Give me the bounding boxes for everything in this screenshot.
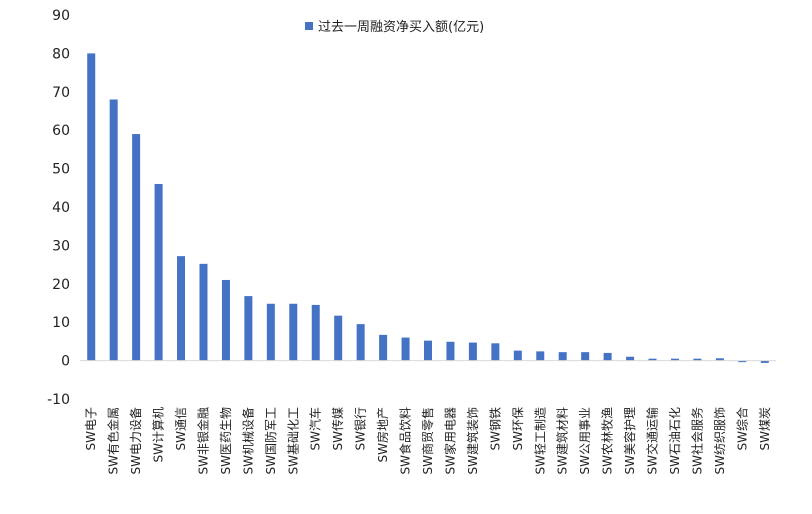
bar [446, 341, 455, 361]
y-tick-label: 20 [52, 277, 70, 293]
x-category-label: SW房地产 [375, 407, 390, 462]
x-category-label: SW煤炭 [758, 407, 772, 450]
bar [513, 350, 522, 361]
bar [468, 342, 477, 361]
bar [356, 324, 365, 361]
x-category-label: SW食品饮料 [398, 407, 413, 474]
bar [603, 352, 612, 361]
bar [558, 352, 567, 361]
y-tick-label: -10 [47, 392, 70, 408]
x-category-label: SW传媒 [330, 407, 345, 450]
bar [311, 304, 320, 361]
x-category-label: SW综合 [734, 407, 749, 450]
x-category-label: SW钢铁 [488, 407, 502, 450]
x-category-label: SW基础化工 [286, 407, 300, 474]
x-category-label: SW有色金属 [106, 407, 121, 474]
bar [154, 183, 163, 361]
x-category-label: SW商贸零售 [420, 407, 435, 474]
bar [379, 334, 388, 361]
x-category-label: SW机械设备 [240, 407, 255, 474]
bar [670, 358, 679, 361]
x-category-label: SW建筑材料 [555, 407, 570, 474]
y-tick-label: 50 [52, 162, 70, 178]
y-tick-label: 30 [52, 238, 70, 254]
bar [199, 263, 208, 361]
x-category-label: SW电力设备 [129, 407, 143, 474]
x-category-label: SW轻工制造 [533, 407, 547, 474]
y-tick-label: 0 [61, 354, 70, 370]
x-category-label: SW环保 [511, 407, 525, 450]
y-tick-label: 10 [52, 315, 70, 331]
bars [87, 53, 769, 363]
x-category-label: SW计算机 [151, 407, 166, 462]
x-category-label: SW公用事业 [578, 407, 592, 474]
bar [760, 360, 769, 363]
y-tick-label: 90 [52, 8, 70, 24]
bar [738, 360, 747, 363]
x-category-label: SW社会服务 [689, 407, 704, 474]
x-category-label: SW石油石化 [668, 407, 682, 474]
bar [693, 358, 702, 361]
bar [221, 279, 230, 361]
bar [581, 352, 590, 361]
x-category-label: SW通信 [174, 407, 188, 450]
bar [109, 99, 118, 361]
bar [648, 358, 657, 361]
bar [401, 337, 410, 361]
x-category-label: SW纺织服饰 [713, 407, 727, 474]
bar [536, 351, 545, 361]
bar [424, 340, 432, 361]
bar [334, 315, 343, 361]
y-tick-label: 60 [52, 123, 70, 139]
x-category-label: SW美容护理 [622, 407, 637, 474]
legend: 过去一周融资净买入额(亿元) [305, 20, 484, 35]
bar [244, 296, 253, 361]
x-category-label: SW交通运输 [645, 407, 660, 474]
x-category-label: SW农林牧渔 [601, 407, 615, 474]
bar [715, 358, 724, 361]
x-category-label: SW国防军工 [263, 407, 278, 474]
x-category-label: SW家用电器 [442, 407, 457, 474]
legend-label: 过去一周融资净买入额(亿元) [318, 20, 484, 35]
legend-swatch [305, 22, 313, 30]
x-category-label: SW电子 [84, 407, 98, 450]
x-category-label: SW建筑装饰 [465, 407, 480, 474]
bar [626, 356, 635, 361]
y-tick-label: 80 [52, 46, 70, 62]
bar [87, 53, 96, 361]
x-category-label: SW医药生物 [219, 407, 233, 474]
bar [289, 303, 298, 361]
x-category-label: SW非银金融 [195, 407, 210, 474]
y-tick-label: 70 [52, 85, 70, 101]
x-axis-labels: SW电子 SW有色金属 SW电力设备 SW计算机 SW通信 SW非银金融 SW医药生物 SW机… [84, 407, 772, 474]
bar [266, 303, 275, 361]
y-tick-label: 40 [52, 200, 70, 216]
x-category-label: SW汽车 [308, 407, 323, 450]
bar [132, 134, 141, 361]
bar [491, 343, 500, 361]
x-category-label: SW银行 [354, 407, 368, 450]
bar [177, 256, 186, 361]
y-axis-ticks: 90 80 70 60 50 40 30 20 10 0 -10 [47, 8, 70, 408]
